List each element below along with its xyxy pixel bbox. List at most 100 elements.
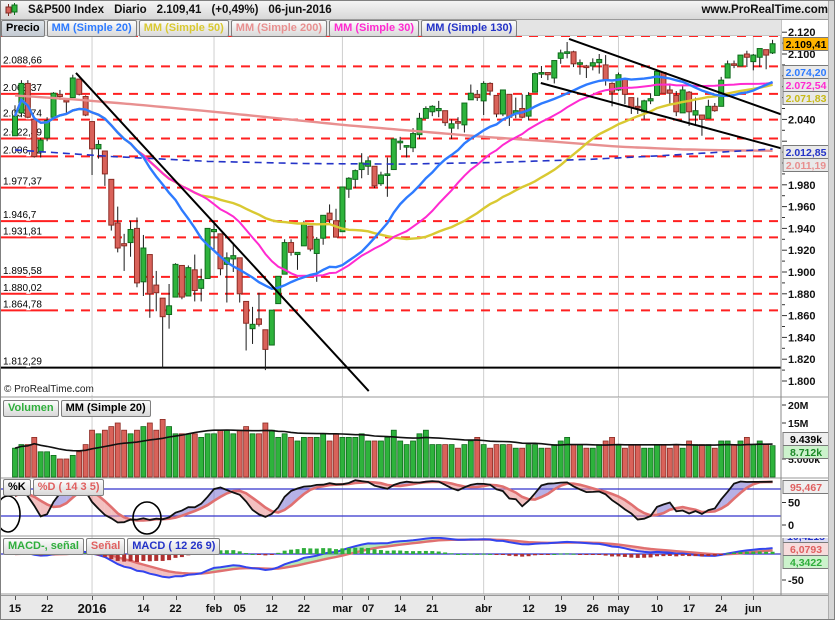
volume-legend-chip-0[interactable]: Volumen xyxy=(3,400,59,417)
time-axis-tick xyxy=(143,596,145,600)
x-axis-label: 17 xyxy=(682,603,696,615)
svg-text:2.072,54: 2.072,54 xyxy=(786,80,827,92)
svg-text:4,3422: 4,3422 xyxy=(790,557,822,569)
svg-text:15M: 15M xyxy=(788,418,809,430)
x-axis-label: 22 xyxy=(40,603,54,615)
x-axis-label: 14 xyxy=(137,603,150,615)
x-axis-label: 19 xyxy=(554,603,567,615)
svg-text:1.880: 1.880 xyxy=(788,289,816,301)
value-box-ma50: 2.071,83 xyxy=(782,91,830,105)
value-box-ma20: 2.074,20 xyxy=(782,65,830,79)
trendline[interactable] xyxy=(75,72,370,392)
candlestick-icon xyxy=(5,3,18,17)
trendline[interactable] xyxy=(568,38,791,118)
x-axis-label: 2016 xyxy=(77,601,107,616)
window-right-gutter xyxy=(828,1,834,619)
svg-text:-50: -50 xyxy=(788,575,804,587)
value-box-stoch-k: 95,467 xyxy=(782,480,830,494)
time-axis-tick xyxy=(15,596,16,600)
svg-text:1.840: 1.840 xyxy=(788,332,816,344)
time-axis-tick xyxy=(368,596,370,600)
ma130-line xyxy=(14,148,773,165)
timeframe-label: Diario xyxy=(114,4,147,16)
watermark-copyright: © ProRealTime.com xyxy=(4,384,94,395)
svg-text:1.800: 1.800 xyxy=(788,376,816,388)
volume-bars xyxy=(12,418,776,478)
x-axis-label: mar xyxy=(332,603,353,615)
time-axis-tick xyxy=(175,596,177,600)
svg-text:6,0793: 6,0793 xyxy=(790,544,822,556)
trendline[interactable] xyxy=(540,82,791,151)
svg-text:10,4215: 10,4215 xyxy=(787,531,825,543)
x-axis-label: 22 xyxy=(169,603,182,615)
value-box-last-price: 2.109,41 xyxy=(782,37,830,51)
time-axis-tick xyxy=(214,596,216,600)
value-box-ma30: 2.072,54 xyxy=(782,78,830,92)
brand-url: www.ProRealTime.com xyxy=(701,4,828,16)
x-axis-label: 24 xyxy=(715,603,728,615)
svg-text:1.946,7: 1.946,7 xyxy=(3,210,37,221)
stoch-legend-chip-0[interactable]: %K xyxy=(3,479,31,496)
price-legend-row: Precio MM (Simple 20) MM (Simple 50) MM (Si… xyxy=(1,20,781,37)
price-panel[interactable]: 2.088,662.063,372.039,742.022,492.006,12… xyxy=(1,20,791,397)
x-axis-label: may xyxy=(607,603,630,615)
svg-text:9.439k: 9.439k xyxy=(790,434,822,446)
time-axis-tick xyxy=(432,596,434,600)
price-legend-chip-1[interactable]: MM (Simple 20) xyxy=(46,20,137,37)
volume-panel[interactable] xyxy=(12,398,776,478)
volume-legend-chip-1[interactable]: MM (Simple 20) xyxy=(60,400,151,417)
price-legend-chip-5[interactable]: MM (Simple 130) xyxy=(421,20,518,37)
value-box-signal: 6,0793 xyxy=(782,542,830,556)
price-legend-chip-4[interactable]: MM (Simple 30) xyxy=(328,20,420,37)
ellipse-annotation[interactable] xyxy=(132,501,162,535)
ma30-line xyxy=(14,81,773,277)
svg-text:2.120: 2.120 xyxy=(788,27,816,39)
time-axis-tick xyxy=(483,596,485,600)
time-axis-tick xyxy=(753,596,755,600)
svg-text:2.088,66: 2.088,66 xyxy=(3,55,42,66)
x-axis-label: feb xyxy=(205,603,223,615)
macd-legend-chip-1[interactable]: Señal xyxy=(85,538,126,555)
x-axis-label: 05 xyxy=(233,603,246,615)
price-change: (+0,49%) xyxy=(211,4,259,16)
svg-text:1.977,37: 1.977,37 xyxy=(3,177,42,188)
macd-signal-line xyxy=(14,538,773,575)
time-axis-tick xyxy=(47,596,49,600)
price-legend-chip-2[interactable]: MM (Simple 50) xyxy=(138,20,229,37)
volume-legend-row: Volumen MM (Simple 20) xyxy=(3,400,151,417)
stoch-legend-chip-1[interactable]: %D ( 14 3 5) xyxy=(32,479,105,496)
time-axis-tick xyxy=(303,596,305,600)
x-axis-label: 07 xyxy=(361,603,375,615)
last-price: 2.109,41 xyxy=(156,4,202,16)
x-axis-label: 12 xyxy=(522,603,535,615)
svg-text:2.074,20: 2.074,20 xyxy=(786,67,827,79)
volume-ma20-line xyxy=(14,429,773,452)
stoch-k-line xyxy=(14,479,773,524)
stochastic-panel[interactable] xyxy=(1,478,781,537)
price-legend-chip-3[interactable]: MM (Simple 200) xyxy=(230,20,327,37)
time-axis-tick xyxy=(560,596,562,600)
svg-text:20M: 20M xyxy=(788,400,809,412)
svg-text:2.011,19: 2.011,19 xyxy=(786,160,826,172)
svg-text:1.900: 1.900 xyxy=(788,267,816,279)
svg-text:8.712k: 8.712k xyxy=(790,447,822,459)
time-axis-tick xyxy=(239,596,241,600)
ellipse-annotation[interactable] xyxy=(1,495,21,533)
macd-legend-chip-2[interactable]: MACD ( 12 26 9) xyxy=(127,538,221,555)
x-axis-label: 26 xyxy=(586,603,599,615)
macd-legend-chip-0[interactable]: MACD-, señal xyxy=(3,538,84,555)
svg-text:2.012,85: 2.012,85 xyxy=(786,147,827,159)
svg-text:1.940: 1.940 xyxy=(788,223,816,235)
price-legend-chip-0[interactable]: Precio xyxy=(1,20,45,37)
right-price-axis[interactable]: 2.1202.1002.0602.0402.0001.9801.9601.940… xyxy=(782,27,830,587)
instrument-name: S&P500 Index xyxy=(28,4,105,16)
stoch-d-line xyxy=(14,480,773,522)
stochastic-legend-row: %K %D ( 14 3 5) xyxy=(3,479,105,496)
time-axis[interactable]: 15 22 2016 14 22 feb 05 12 22 mar 07 14 21 abr 12 19 26 m… xyxy=(1,595,834,619)
time-axis-tick xyxy=(689,596,691,600)
x-axis-label: 22 xyxy=(297,603,311,615)
candlestick-series xyxy=(12,39,776,371)
svg-text:1.931,81: 1.931,81 xyxy=(3,226,42,237)
